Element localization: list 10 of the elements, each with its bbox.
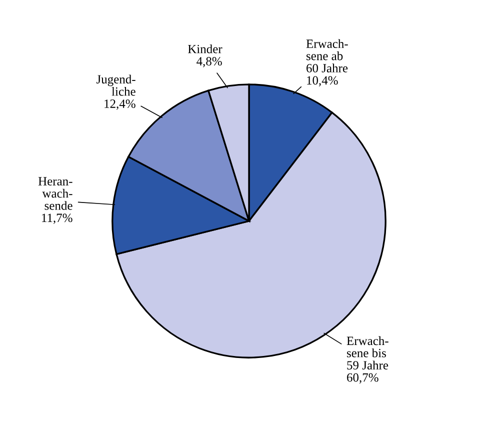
slice-label: Heran- wach- sende [38, 177, 72, 210]
data-label: 11,7% [42, 214, 72, 224]
slice-label: Erwach- sene ab 60 Jahre [306, 39, 348, 72]
slice-label: Erwach- sene bis 59 Jahre [346, 336, 388, 370]
data-label: 12,4% [104, 100, 136, 110]
data-label: 10,4% [307, 76, 338, 86]
data-label: 4,8% [196, 57, 222, 68]
slice-label: Kinder [188, 44, 222, 54]
data-label: 60,7% [347, 373, 378, 384]
slice-label: Jugend- liche [96, 74, 136, 96]
